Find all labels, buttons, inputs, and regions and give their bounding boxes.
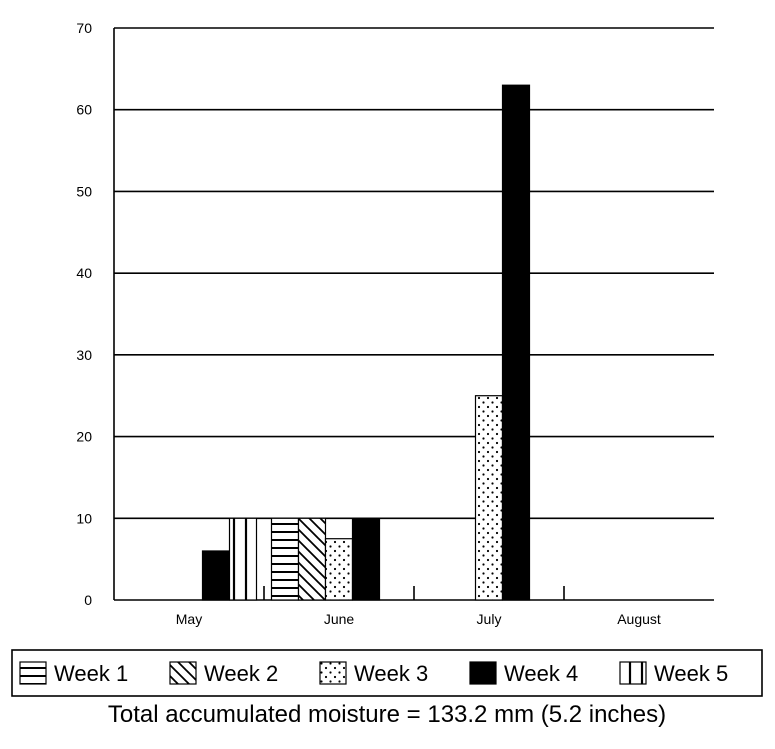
bars xyxy=(201,84,531,601)
legend-swatch-week-1 xyxy=(19,661,47,685)
legend-label: Week 2 xyxy=(204,661,278,686)
bar-june-week-2 xyxy=(297,517,327,601)
legend-swatch-week-4 xyxy=(469,661,497,685)
y-tick-label: 60 xyxy=(76,102,92,118)
x-category-label: May xyxy=(176,611,202,627)
y-tick-label: 0 xyxy=(84,592,92,608)
legend-swatch-week-5 xyxy=(619,661,647,685)
bar-may-week-5 xyxy=(228,517,258,601)
y-tick-label: 70 xyxy=(76,20,92,36)
y-tick-label: 30 xyxy=(76,347,92,363)
bar-july-week-4 xyxy=(501,84,531,601)
y-tick-label: 10 xyxy=(76,510,92,526)
x-category-label: June xyxy=(324,611,355,627)
legend-label: Week 1 xyxy=(54,661,128,686)
bar-may-week-4 xyxy=(201,550,231,601)
legend-swatch-week-2 xyxy=(169,661,197,685)
legend-swatch-week-3 xyxy=(319,661,347,685)
gridlines xyxy=(114,27,714,520)
x-category-label: July xyxy=(477,611,502,627)
x-category-label: August xyxy=(617,611,661,627)
chart-footnote: Total accumulated moisture = 133.2 mm (5… xyxy=(108,701,666,728)
y-tick-label: 40 xyxy=(76,265,92,281)
axis-labels: 0 10 20 30 40 50 60 70 May June July August xyxy=(76,20,660,627)
legend: Week 1 Week 2 Week 3 Week 4 Week 5 xyxy=(11,649,763,697)
bar-june-week-3 xyxy=(324,538,354,601)
legend-label: Week 4 xyxy=(504,661,578,686)
axes xyxy=(113,28,714,601)
bar-july-week-3 xyxy=(474,395,504,601)
y-tick-label: 50 xyxy=(76,183,92,199)
y-tick-label: 20 xyxy=(76,429,92,445)
bar-june-week-1 xyxy=(270,517,300,601)
bar-june-week-4 xyxy=(351,517,381,601)
legend-label: Week 5 xyxy=(654,661,728,686)
legend-label: Week 3 xyxy=(354,661,428,686)
